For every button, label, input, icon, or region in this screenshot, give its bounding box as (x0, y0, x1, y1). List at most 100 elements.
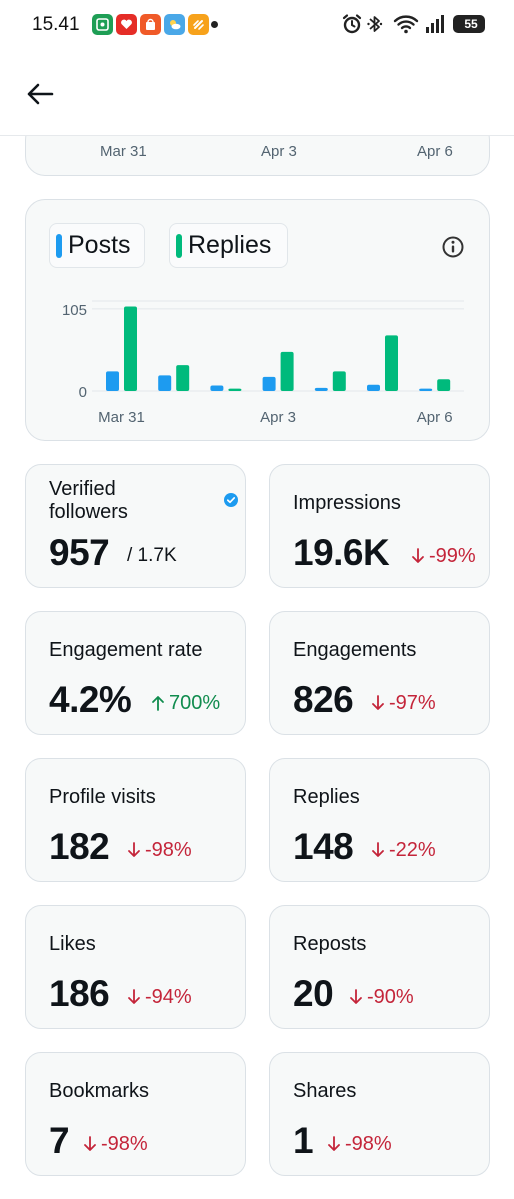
legend-replies-label: Replies (188, 231, 272, 259)
stat-value: 182 (49, 826, 110, 867)
stat-card-shares[interactable]: Shares 1 -98% (269, 1052, 490, 1176)
bar-replies[interactable] (176, 365, 190, 391)
stat-card-likes[interactable]: Likes 186 -94% (25, 905, 246, 1029)
stat-change: -99% (411, 545, 476, 567)
y-tick-label: 0 (79, 384, 87, 401)
stat-change: -94% (127, 986, 192, 1008)
stat-value: 1 (293, 1120, 314, 1161)
stat-card-replies[interactable]: Replies 148 -22% (269, 758, 490, 882)
x-axis-label: Apr 6 (417, 143, 453, 160)
x-tick-label: Apr 3 (260, 409, 296, 426)
stat-label: Profile visits (49, 786, 156, 808)
stat-label: Reposts (293, 933, 367, 955)
status-time: 15.41 (32, 14, 80, 35)
arrow-down-icon (328, 1136, 340, 1151)
bar-posts[interactable] (262, 376, 276, 391)
stat-change: -22% (371, 839, 436, 861)
stat-card-impressions[interactable]: Impressions 19.6K -99% (269, 464, 490, 588)
stat-value: 7 (49, 1120, 70, 1161)
bar-replies[interactable] (280, 351, 294, 391)
stat-value: 186 (49, 973, 110, 1014)
stat-value: 4.2% (49, 679, 132, 720)
shop-app-icon (140, 14, 161, 35)
stat-change: -98% (127, 839, 192, 861)
stat-label: Shares (293, 1080, 357, 1102)
bluetooth-icon (367, 13, 383, 35)
bar-posts[interactable] (210, 385, 224, 391)
stat-change-value: -98% (345, 1133, 392, 1155)
stat-value: 826 (293, 679, 354, 720)
posts-replies-chart-card: Posts Replies 105 0 Mar 31 Apr 3 Apr 6 (25, 199, 490, 441)
stat-label: Likes (49, 933, 96, 955)
bar-replies[interactable] (437, 379, 451, 391)
stat-change: -90% (349, 986, 414, 1008)
y-tick-label: 105 (62, 302, 87, 319)
arrow-down-icon (372, 695, 384, 710)
stat-card-profile-visits[interactable]: Profile visits 182 -98% (25, 758, 246, 882)
x-axis-label: Apr 3 (261, 143, 297, 160)
stat-total: / 1.7K (127, 545, 177, 566)
signal-icon (424, 13, 446, 35)
stat-change: -98% (83, 1133, 148, 1155)
stat-label: Replies (293, 786, 360, 808)
posts-swatch (56, 233, 62, 258)
stat-change-value: -22% (389, 839, 436, 861)
info-icon[interactable] (441, 235, 465, 259)
stat-card-bookmarks[interactable]: Bookmarks 7 -98% (25, 1052, 246, 1176)
bar-posts[interactable] (314, 387, 328, 391)
stat-card-engagements[interactable]: Engagements 826 -97% (269, 611, 490, 735)
stat-card-reposts[interactable]: Reposts 20 -90% (269, 905, 490, 1029)
legend-replies[interactable]: Replies (169, 223, 288, 268)
stat-label: Impressions (293, 492, 401, 514)
legend-posts-label: Posts (68, 231, 131, 259)
stat-change-value: 700% (169, 692, 221, 714)
arrow-up-icon (152, 696, 164, 711)
bar-replies[interactable] (228, 388, 242, 391)
x-axis-label: Mar 31 (100, 143, 147, 160)
weather-app-icon (164, 14, 185, 35)
bar-replies[interactable] (124, 306, 137, 391)
status-bar: 15.41 55 (0, 0, 514, 52)
arrow-down-icon (128, 842, 140, 857)
stat-value: 20 (293, 973, 334, 1014)
stat-card-engagement-rate[interactable]: Engagement rate 4.2% 700% (25, 611, 246, 735)
heart-app-icon (116, 14, 137, 35)
replies-swatch (176, 233, 182, 258)
bar-posts[interactable] (106, 371, 119, 391)
bar-chart: 105 0 Mar 31 Apr 3 Apr 6 (62, 300, 464, 426)
stat-change-value: -99% (429, 545, 476, 567)
stat-change: -97% (371, 692, 436, 714)
battery-icon: 55 (453, 15, 485, 33)
back-arrow-icon (27, 83, 54, 105)
arrow-down-icon (372, 842, 384, 857)
stat-value: 148 (293, 826, 354, 867)
stat-change: -98% (327, 1133, 392, 1155)
stat-change-value: -97% (389, 692, 436, 714)
stat-change-value: -90% (367, 986, 414, 1008)
header-background (0, 52, 514, 136)
stat-label: Engagement rate (49, 639, 203, 661)
stat-change-value: -98% (145, 839, 192, 861)
legend-posts[interactable]: Posts (49, 223, 145, 268)
battery-level: 55 (464, 17, 478, 31)
link-app-icon (188, 14, 209, 35)
stat-change-value: -94% (145, 986, 192, 1008)
arrow-down-icon (350, 989, 362, 1004)
stat-value: 19.6K (293, 532, 390, 573)
verified-badge-icon (224, 493, 238, 507)
stat-change: 700% (151, 692, 220, 714)
x-tick-label: Mar 31 (98, 409, 145, 426)
bar-posts[interactable] (367, 384, 380, 391)
bar-posts[interactable] (419, 388, 433, 391)
wifi-icon (393, 13, 419, 35)
x-tick-label: Apr 6 (417, 409, 453, 426)
photos-app-icon (92, 14, 113, 35)
alarm-icon (341, 13, 363, 35)
bar-replies[interactable] (332, 371, 346, 391)
stat-card-verified-followers[interactable]: Verified followers 957 / 1.7K (25, 464, 246, 588)
bar-replies[interactable] (385, 335, 398, 391)
stat-label: Bookmarks (49, 1080, 150, 1102)
stat-label: Engagements (293, 639, 417, 661)
back-button[interactable] (22, 76, 58, 112)
bar-posts[interactable] (158, 375, 172, 391)
